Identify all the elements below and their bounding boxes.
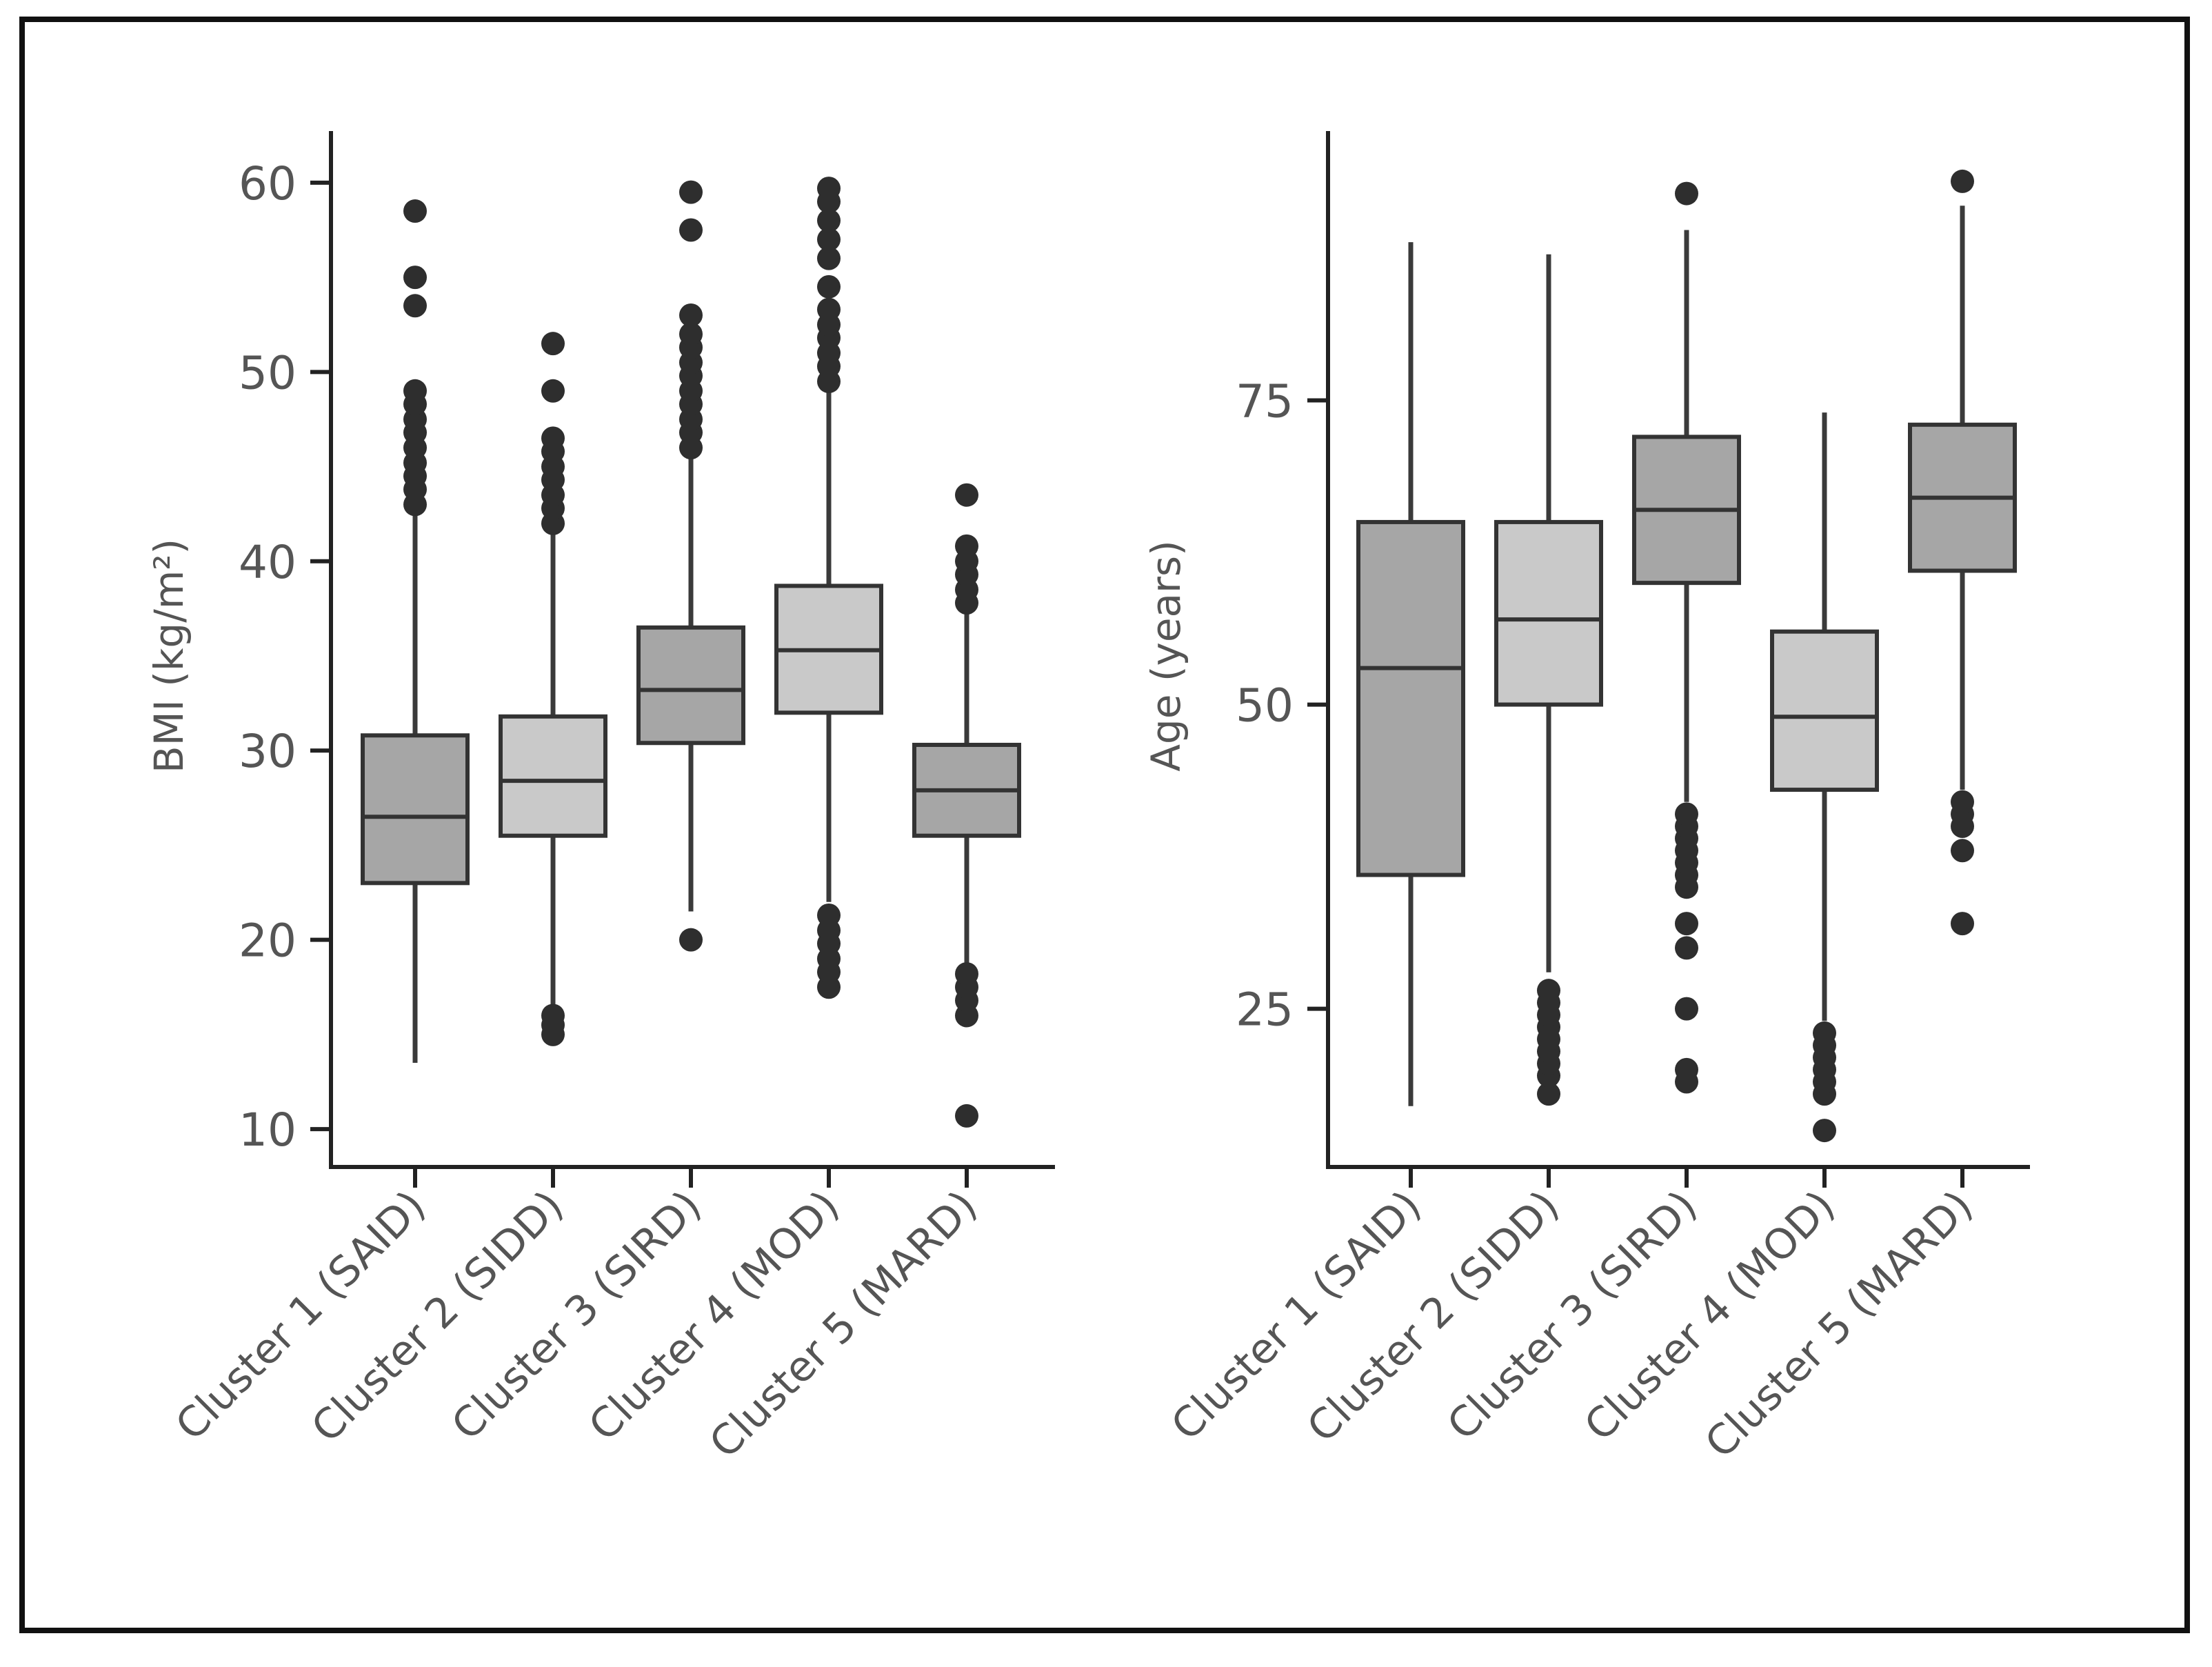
bmi-y-tick-label: 60	[239, 157, 296, 210]
age-y-axis-label: Age (years)	[1143, 540, 1189, 771]
outlier-point	[679, 303, 703, 327]
x-tick-label: Cluster 3 (SIRD)	[1438, 1181, 1707, 1450]
bmi-y-tick-label: 10	[239, 1104, 296, 1157]
iqr-box	[1494, 519, 1603, 707]
bmi-box-cluster-2-sidd	[499, 332, 607, 1046]
bmi-box-cluster-1-said	[361, 199, 470, 1064]
iqr-box	[1770, 629, 1879, 792]
age-box-cluster-3-sird	[1632, 181, 1741, 1094]
bmi-box-cluster-5-mard	[912, 483, 1021, 1128]
x-tick-label: Cluster 5 (MARD)	[701, 1181, 987, 1468]
x-tick-label: Cluster 1 (SAID)	[167, 1181, 435, 1450]
outlier-point	[541, 426, 565, 450]
outlier-point	[1675, 181, 1698, 206]
outlier-point	[955, 483, 978, 507]
iqr-box	[636, 625, 745, 746]
bmi-y-axis-label: BMI (kg/m²)	[145, 539, 192, 773]
outlier-point	[955, 534, 978, 558]
outlier-point	[1813, 1119, 1836, 1143]
outlier-point	[541, 1004, 565, 1028]
outlier-point	[1537, 1082, 1560, 1106]
outlier-point	[541, 379, 565, 403]
outlier-point	[679, 928, 703, 952]
outlier-point	[1951, 912, 1974, 936]
outlier-point	[1675, 936, 1698, 960]
bmi-y-tick-label: 50	[239, 346, 296, 399]
age-y-tick-label: 75	[1236, 375, 1294, 428]
outlier-point	[1537, 979, 1560, 1003]
x-tick-label: Cluster 1 (SAID)	[1163, 1181, 1431, 1450]
bmi-y-tick-label: 40	[239, 536, 296, 589]
outlier-point	[403, 379, 427, 403]
outlier-point	[403, 294, 427, 318]
outlier-point	[403, 266, 427, 290]
outlier-point	[679, 180, 703, 204]
outlier-point	[955, 962, 978, 986]
outlier-point	[1675, 912, 1698, 936]
outlier-point	[1813, 1021, 1836, 1045]
x-tick-label: Cluster 4 (MOD)	[580, 1181, 849, 1450]
outlier-point	[817, 228, 841, 252]
bmi-y-tick-label: 30	[239, 725, 296, 778]
outlier-point	[1675, 1057, 1698, 1081]
outlier-point	[817, 208, 841, 232]
outlier-point	[1675, 997, 1698, 1021]
outlier-point	[817, 903, 841, 927]
outlier-point	[1951, 790, 1974, 814]
bmi-box-cluster-3-sird	[636, 180, 745, 952]
outlier-point	[1951, 169, 1974, 193]
x-tick-label: Cluster 5 (MARD)	[1696, 1181, 1982, 1468]
x-tick-label: Cluster 2 (SIDD)	[303, 1181, 573, 1452]
outlier-point	[817, 297, 841, 321]
outlier-point	[1675, 802, 1698, 826]
outlier-point	[679, 218, 703, 242]
outlier-point	[817, 246, 841, 270]
outlier-point	[817, 177, 841, 201]
x-tick-label: Cluster 3 (SIRD)	[443, 1181, 711, 1450]
age-box-cluster-4-mod	[1770, 412, 1879, 1143]
bmi-box-cluster-4-mod	[774, 177, 883, 999]
age-box-cluster-5-mard	[1908, 169, 2017, 936]
outlier-point	[817, 274, 841, 299]
iqr-box	[1356, 519, 1465, 877]
outlier-point	[679, 322, 703, 346]
x-tick-label: Cluster 2 (SIDD)	[1298, 1181, 1569, 1452]
x-tick-label: Cluster 4 (MOD)	[1576, 1181, 1844, 1450]
iqr-box	[499, 714, 607, 838]
iqr-box	[361, 733, 470, 886]
age-y-tick-label: 25	[1236, 984, 1294, 1037]
age-box-cluster-1-said	[1356, 242, 1465, 1106]
outlier-point	[541, 332, 565, 356]
age-y-tick-label: 50	[1236, 679, 1294, 732]
bmi-y-tick-label: 20	[239, 915, 296, 968]
outlier-point	[1951, 839, 1974, 863]
outlier-point	[955, 1104, 978, 1128]
outlier-point	[403, 199, 427, 223]
figure-frame: 10 20 30 40 50 60 BMI (kg/m²) Cluster 1 (SAID) C…	[19, 17, 2190, 1633]
age-box-cluster-2-sidd	[1494, 254, 1603, 1106]
